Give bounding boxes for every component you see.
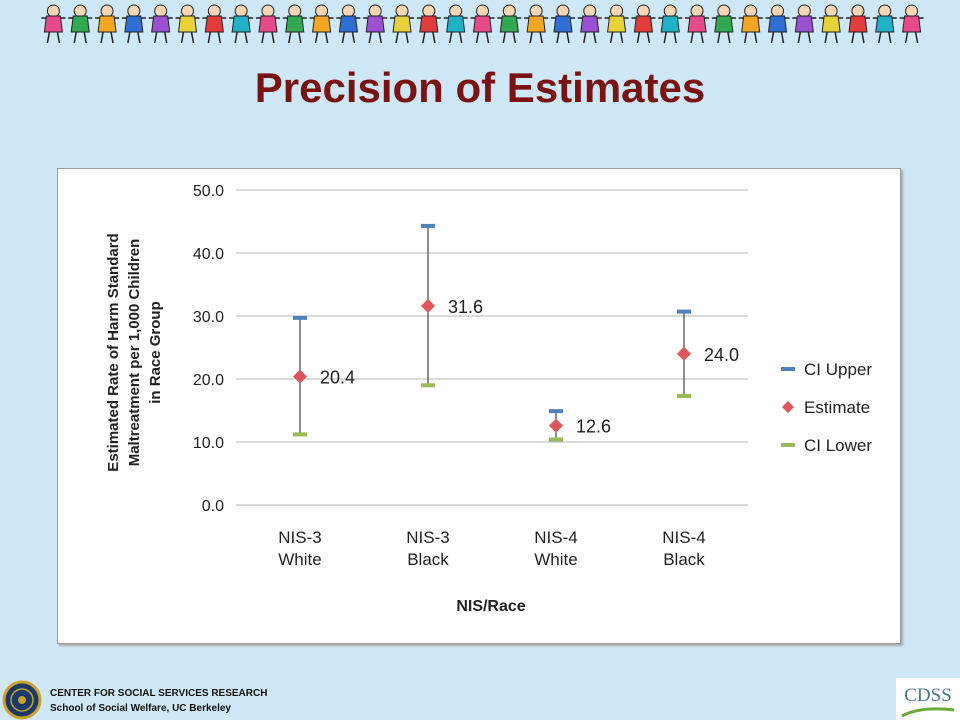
estimate-marker — [293, 369, 307, 384]
x-tick-label: NIS-4 Black — [662, 528, 705, 569]
child-figure-icon — [604, 4, 629, 44]
chart-panel: 0.0 10.0 20.0 30.0 40.0 50.0 NIS-3 White NIS-3 B… — [57, 168, 901, 644]
x-tick-label: NIS-4 White — [534, 528, 577, 569]
y-axis-title: Estimated Rate of Harm Standard Maltreatm… — [105, 233, 164, 471]
child-figure-icon — [416, 4, 441, 44]
y-tick-label: 50.0 — [193, 183, 224, 200]
y-tick-label: 30.0 — [193, 309, 224, 326]
page-title: Precision of Estimates — [254, 64, 706, 111]
child-figure-icon — [41, 4, 66, 44]
y-axis-title-text: Estimated Rate of Harm Standard Maltreatm… — [105, 233, 164, 471]
x-tick-label: NIS-3 White — [278, 528, 321, 569]
child-figure-icon — [68, 4, 93, 44]
child-figure-icon — [845, 4, 870, 44]
child-figure-icon — [148, 4, 173, 44]
child-figure-icon — [229, 4, 254, 44]
legend: CI Upper Estimate CI Lower — [781, 360, 872, 455]
footer-text: CENTER FOR SOCIAL SERVICES RESEARCH Scho… — [50, 686, 267, 716]
child-figure-icon — [577, 4, 602, 44]
child-figure-icon — [202, 4, 227, 44]
child-figure-icon — [175, 4, 200, 44]
y-tick-label: 20.0 — [193, 372, 224, 389]
child-figure-icon — [738, 4, 763, 44]
data-labels: 20.4 31.6 12.6 24.0 — [320, 297, 739, 437]
footer-school-name: School of Social Welfare, UC Berkeley — [50, 703, 231, 714]
child-figure-icon — [872, 4, 897, 44]
x-tick-label: NIS-3 Black — [406, 528, 449, 569]
child-figure-icon — [95, 4, 120, 44]
child-figure-icon — [336, 4, 361, 44]
legend-label: CI Lower — [804, 436, 872, 455]
child-figure-icon — [255, 4, 280, 44]
child-figure-icon — [685, 4, 710, 44]
child-figure-icon — [631, 4, 656, 44]
y-gridlines — [236, 189, 748, 506]
error-bars — [299, 225, 685, 440]
cdss-logo-text: CDSS — [904, 685, 952, 706]
child-figure-icon — [550, 4, 575, 44]
y-tick-labels: 0.0 10.0 20.0 30.0 40.0 50.0 — [193, 183, 224, 515]
chart: 0.0 10.0 20.0 30.0 40.0 50.0 NIS-3 White NIS-3 B… — [105, 183, 872, 615]
child-figure-icon — [497, 4, 522, 44]
child-figure-icon — [658, 4, 683, 44]
child-figure-icon — [363, 4, 388, 44]
y-tick-label: 10.0 — [193, 435, 224, 452]
data-label: 31.6 — [448, 297, 483, 317]
child-figure-icon — [309, 4, 334, 44]
ci-upper-markers — [293, 223, 691, 414]
child-figure-icon — [524, 4, 549, 44]
kids-banner — [41, 4, 924, 44]
y-tick-label: 0.0 — [202, 498, 224, 515]
child-figure-icon — [470, 4, 495, 44]
estimate-markers — [293, 298, 691, 433]
uc-seal-icon — [2, 680, 42, 720]
legend-estimate-swatch — [782, 401, 794, 413]
child-figure-icon — [819, 4, 844, 44]
data-label: 24.0 — [704, 345, 739, 365]
ci-lower-markers — [293, 383, 691, 442]
child-figure-icon — [282, 4, 307, 44]
estimate-marker — [421, 298, 435, 313]
child-figure-icon — [711, 4, 736, 44]
legend-label: Estimate — [804, 398, 870, 417]
y-tick-label: 40.0 — [193, 246, 224, 263]
x-tick-labels: NIS-3 White NIS-3 Black NIS-4 White NIS-4 Black — [278, 528, 705, 569]
child-figure-icon — [390, 4, 415, 44]
child-figure-icon — [765, 4, 790, 44]
footer-org-name: CENTER FOR SOCIAL SERVICES RESEARCH — [50, 688, 268, 699]
data-label: 12.6 — [576, 417, 611, 437]
cdss-logo: CDSS — [896, 678, 960, 720]
estimate-marker — [677, 346, 691, 361]
legend-label: CI Upper — [804, 360, 872, 379]
data-label: 20.4 — [320, 367, 355, 387]
child-figure-icon — [792, 4, 817, 44]
child-figure-icon — [899, 4, 924, 44]
estimate-marker — [549, 418, 563, 433]
x-axis-title: NIS/Race — [456, 598, 525, 615]
child-figure-icon — [443, 4, 468, 44]
child-figure-icon — [121, 4, 146, 44]
